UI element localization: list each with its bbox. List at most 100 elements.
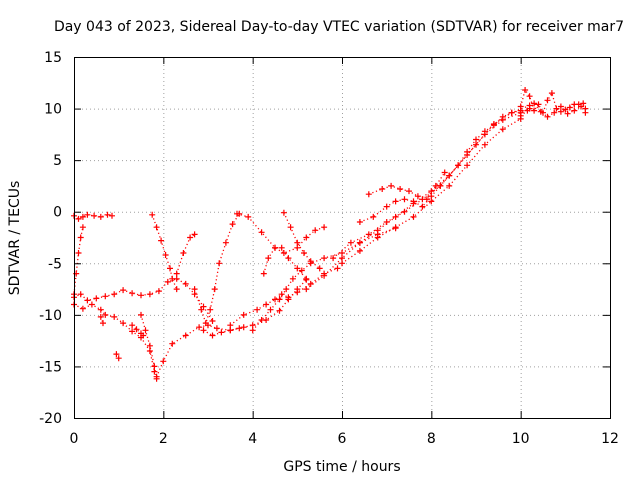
ticks: [74, 57, 611, 419]
data-point: [464, 148, 471, 155]
data-point: [517, 103, 524, 110]
data-point: [111, 291, 118, 298]
data-point: [169, 340, 176, 347]
data-point: [216, 260, 223, 267]
data-point: [138, 292, 144, 299]
series-track-13: [236, 213, 325, 254]
data-point: [104, 211, 111, 218]
data-point: [97, 213, 104, 220]
data-point: [164, 278, 171, 285]
data-point: [406, 188, 412, 195]
data-point: [339, 255, 345, 262]
data-point: [303, 234, 310, 241]
data-point: [524, 107, 531, 114]
data-point: [213, 325, 220, 332]
data-point: [84, 211, 91, 218]
data-point: [173, 270, 180, 277]
data-point: [129, 290, 136, 297]
data-point: [307, 258, 314, 265]
data-point: [531, 100, 538, 107]
data-point: [339, 250, 345, 256]
data-point: [312, 227, 319, 234]
data-point: [392, 198, 399, 205]
data-point: [316, 265, 323, 272]
data-point: [557, 108, 564, 115]
data-point: [191, 286, 198, 293]
data-point: [441, 169, 448, 176]
data-point: [182, 280, 189, 287]
data-point: [392, 213, 399, 220]
data-point: [401, 196, 408, 203]
y-tick-label: 0: [53, 205, 62, 221]
data-point: [428, 198, 435, 205]
data-point: [464, 162, 471, 169]
y-tick-label: -5: [48, 256, 62, 272]
data-point: [278, 244, 285, 251]
x-tick-label: 2: [159, 431, 168, 447]
data-point: [410, 198, 417, 205]
data-point: [578, 103, 584, 110]
data-point: [551, 109, 558, 116]
data-point: [146, 342, 153, 349]
data-point: [263, 301, 270, 308]
data-point: [158, 237, 165, 244]
data-point: [196, 324, 203, 331]
data-point: [446, 172, 453, 179]
data-point: [155, 288, 162, 295]
data-point: [211, 286, 218, 293]
data-point: [401, 208, 408, 215]
data-point: [227, 327, 234, 334]
data-point: [84, 297, 91, 304]
data-point: [499, 113, 506, 120]
y-tick-label: -15: [39, 359, 62, 375]
data-point: [383, 219, 390, 225]
data-point: [254, 306, 261, 313]
data-point: [557, 103, 564, 110]
data-point: [146, 291, 153, 298]
data-point: [102, 293, 109, 300]
data-point: [423, 196, 430, 203]
data-point: [280, 209, 287, 216]
data-point: [91, 212, 98, 219]
data-point: [267, 306, 274, 313]
data-point: [97, 313, 104, 320]
data-point: [278, 291, 285, 298]
data-point: [187, 234, 194, 241]
data-point: [234, 210, 240, 217]
data-point: [260, 270, 267, 277]
data-point: [289, 275, 296, 282]
data-point: [77, 234, 84, 241]
x-tick-label: 0: [70, 431, 79, 447]
data-point: [153, 224, 160, 231]
data-point: [285, 294, 292, 301]
data-point: [276, 307, 283, 314]
data-point: [481, 128, 488, 135]
data-point: [111, 313, 118, 320]
data-point: [149, 211, 156, 218]
y-tick-label: 10: [44, 102, 62, 118]
data-point: [571, 107, 578, 114]
data-point: [202, 320, 209, 327]
data-point: [580, 100, 587, 107]
data-point: [365, 191, 372, 198]
series-track-20: [332, 104, 530, 259]
data-point: [298, 267, 305, 274]
data-point: [75, 250, 82, 256]
data-point: [138, 311, 144, 318]
data-point: [294, 239, 301, 246]
data-point: [209, 332, 216, 339]
data-point: [100, 320, 106, 327]
data-point: [397, 186, 404, 192]
data-point: [151, 368, 158, 375]
data-point: [303, 286, 310, 293]
data-point: [294, 289, 301, 296]
data-point: [198, 306, 205, 313]
data-point: [287, 224, 294, 231]
data-point: [258, 317, 265, 323]
data-point: [566, 104, 573, 111]
data-point: [113, 351, 120, 358]
data-point: [167, 265, 173, 272]
data-point: [207, 306, 214, 313]
data-point: [531, 107, 538, 114]
